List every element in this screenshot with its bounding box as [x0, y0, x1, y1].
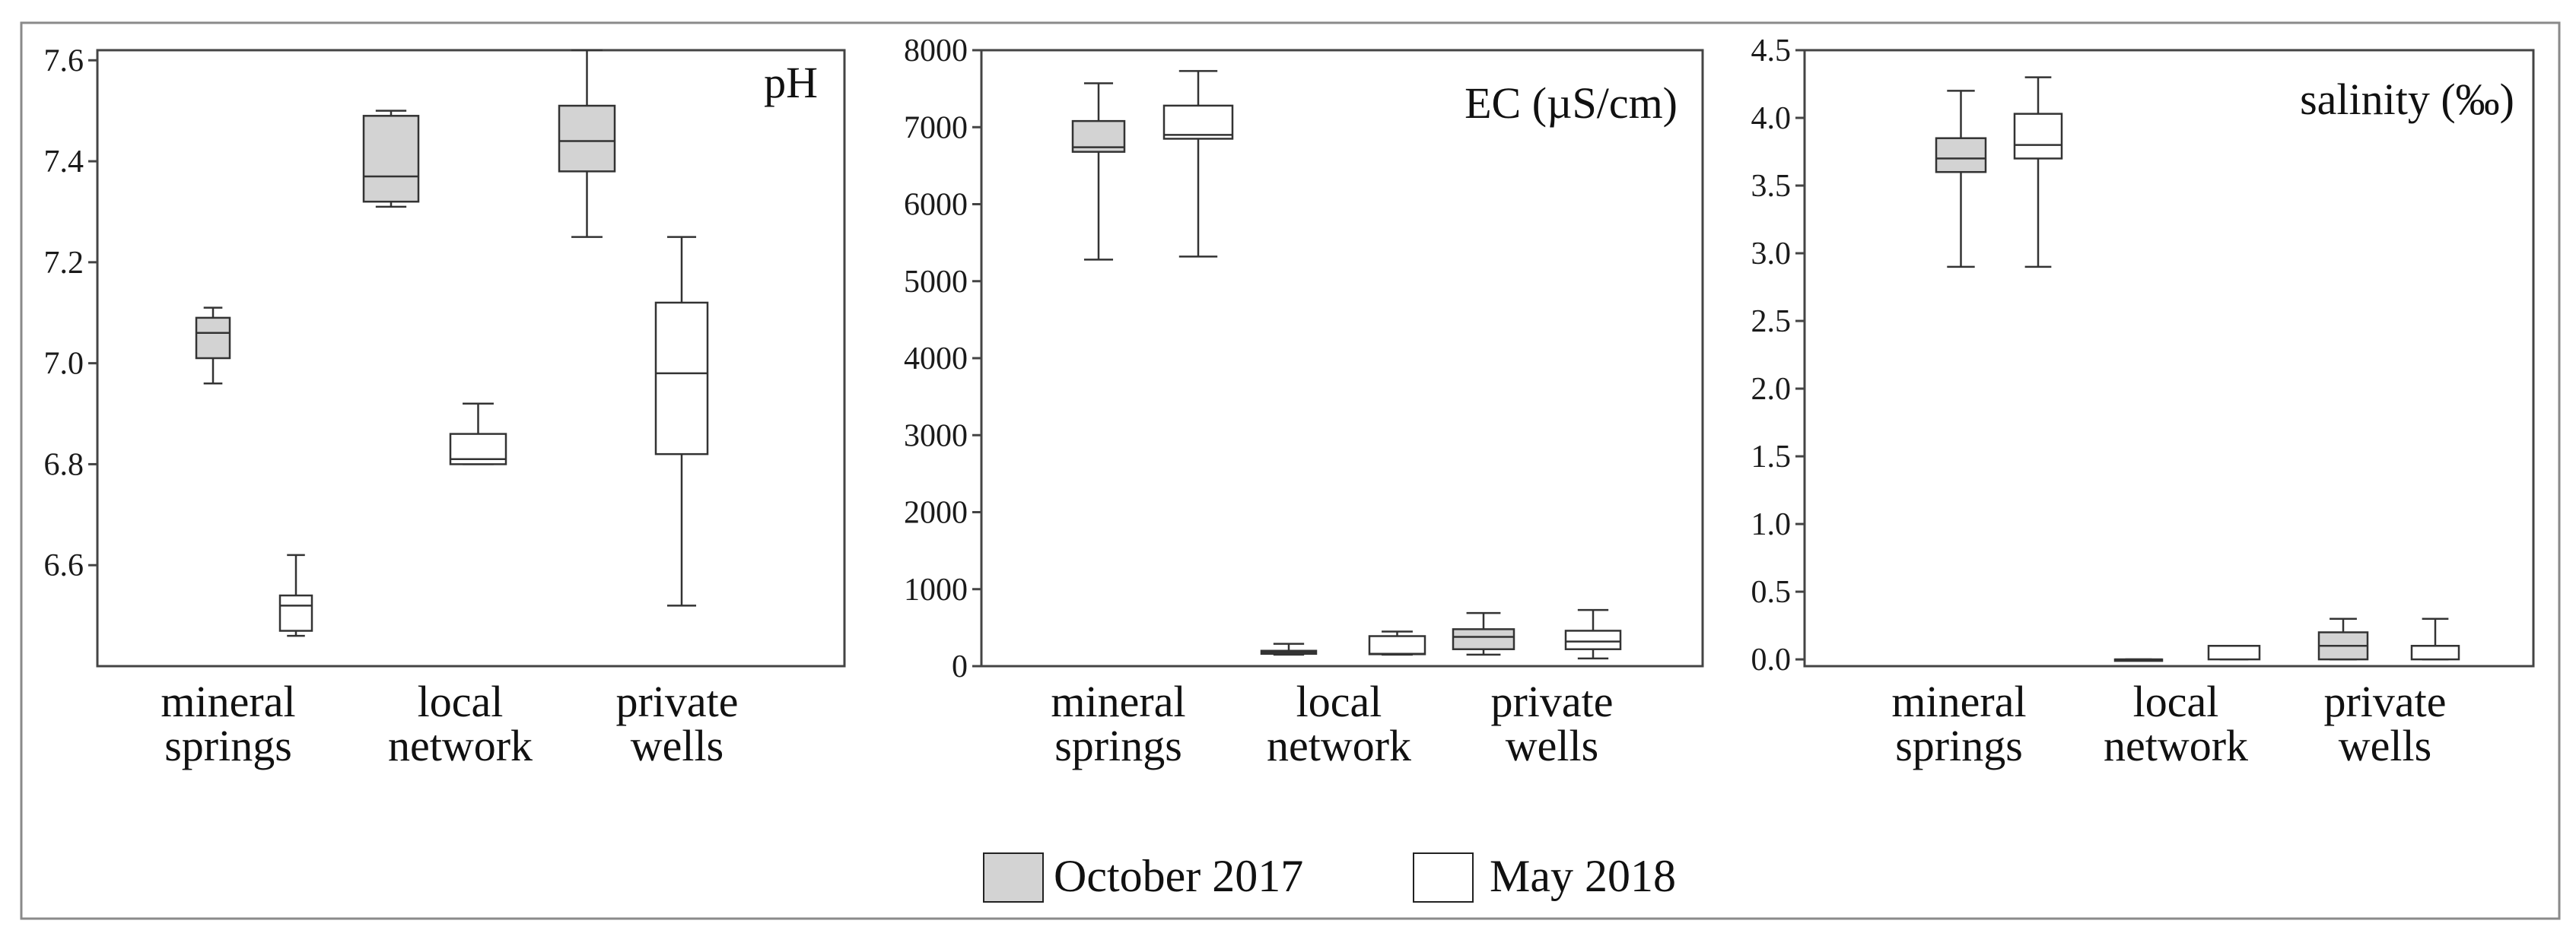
category-label: private wells: [615, 677, 738, 770]
box-may-2018-mineral-springs: [278, 554, 313, 637]
box-may-2018-private-wells: [2410, 617, 2460, 661]
figure-border: [20, 21, 2561, 920]
panel-title: EC (µS/cm): [1465, 78, 1678, 128]
y-tick-label: 1.0: [1751, 507, 1792, 542]
category-label: private wells: [1490, 677, 1613, 770]
y-tick-label: 4.5: [1751, 33, 1792, 68]
category-label: mineral springs: [161, 677, 295, 770]
panel-2: 0 1000 2000 3000 4000 5000 6000 7000 8000 EC (µS/…: [904, 33, 1704, 770]
y-tick-label: 2.0: [1751, 372, 1792, 407]
panel-title: salinity (‰): [2300, 75, 2514, 124]
iqr-box: [2013, 113, 2063, 160]
plot-frame: [96, 49, 846, 668]
box-october-2017-private-wells: [1452, 611, 1515, 656]
y-tick-label: 7.4: [44, 144, 84, 179]
y-tick-label: 3.5: [1751, 169, 1792, 204]
y-tick-label: 2000: [904, 496, 968, 531]
y-tick-label: 2.5: [1751, 304, 1792, 339]
y-tick-label: 4.0: [1751, 101, 1792, 136]
iqr-box: [1452, 628, 1515, 650]
panel-3: 0.0 0.5 1.0 1.5 2.0 2.5 3.0 3.5 4.0 4.5 salinity (…: [1751, 33, 2535, 770]
box-october-2017-private-wells: [558, 49, 616, 238]
legend-swatch-october-2017: [983, 852, 1044, 903]
y-tick-label: 1000: [904, 573, 968, 608]
iqr-box: [1564, 630, 1622, 650]
box-october-2017-local-network: [362, 110, 420, 208]
legend-swatch-may-2018: [1413, 852, 1474, 903]
y-tick-label: 7000: [904, 110, 968, 145]
y-tick-label: 6000: [904, 188, 968, 223]
y-tick-label: 7.2: [44, 246, 84, 281]
iqr-box: [1935, 137, 1987, 173]
legend-label-october-2017: October 2017: [1054, 851, 1303, 901]
iqr-box: [1368, 635, 1426, 656]
box-may-2018-private-wells: [654, 236, 709, 607]
iqr-box: [278, 594, 313, 632]
box-october-2017-mineral-springs: [1935, 90, 1987, 268]
panel-title: pH: [764, 58, 818, 107]
box-may-2018-mineral-springs: [1162, 70, 1234, 258]
box-october-2017-local-network: [1260, 643, 1318, 656]
y-tick-label: 1.5: [1751, 440, 1792, 475]
box-may-2018-local-network: [449, 402, 507, 465]
y-tick-label: 6.6: [44, 548, 84, 583]
plot-frame: [1803, 49, 2535, 668]
legend-label-may-2018: May 2018: [1490, 851, 1676, 901]
panels: 6.6 6.8 7.0 7.2 7.4 7.6 pH mineral springs local n…: [44, 33, 2535, 770]
iqr-box: [654, 301, 709, 456]
y-tick-label: 5000: [904, 265, 968, 300]
y-tick-label: 3000: [904, 418, 968, 453]
box-may-2018-local-network: [1368, 630, 1426, 656]
legend: October 2017 May 2018: [983, 851, 1676, 903]
iqr-box: [2207, 645, 2261, 661]
box-october-2017-mineral-springs: [195, 306, 231, 385]
category-label: mineral springs: [1891, 677, 2026, 770]
category-label: local network: [1267, 677, 1411, 770]
panel-1: 6.6 6.8 7.0 7.2 7.4 7.6 pH mineral springs local n…: [44, 43, 846, 770]
y-tick-label: 0.0: [1751, 643, 1792, 678]
category-label: local network: [388, 677, 533, 770]
iqr-box: [195, 316, 231, 360]
box-october-2017-mineral-springs: [1071, 82, 1126, 261]
y-tick-label: 8000: [904, 33, 968, 68]
category-label: private wells: [2323, 677, 2446, 770]
iqr-box: [558, 104, 616, 173]
y-tick-label: 0.5: [1751, 575, 1792, 610]
box-october-2017-local-network: [2113, 658, 2164, 662]
y-tick-label: 7.0: [44, 347, 84, 382]
iqr-box: [1162, 104, 1234, 140]
category-label: mineral springs: [1051, 677, 1185, 770]
box-may-2018-local-network: [2207, 645, 2261, 661]
box-october-2017-private-wells: [2317, 617, 2369, 661]
box-may-2018-private-wells: [1564, 608, 1622, 660]
y-tick-label: 0: [952, 649, 968, 684]
y-tick-label: 7.6: [44, 43, 84, 78]
iqr-box: [362, 115, 420, 203]
y-tick-label: 3.0: [1751, 236, 1792, 271]
iqr-box: [2410, 645, 2460, 661]
y-tick-label: 4000: [904, 341, 968, 376]
y-tick-label: 6.8: [44, 447, 84, 482]
box-may-2018-mineral-springs: [2013, 76, 2063, 268]
category-label: local network: [2104, 677, 2248, 770]
